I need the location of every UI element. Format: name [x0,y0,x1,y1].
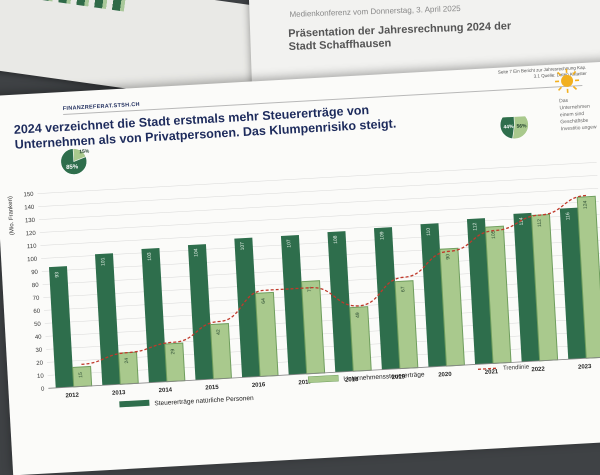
y-tick-label: 150 [23,192,34,199]
legend-swatch-private [119,400,149,408]
bar-data-label: 116 [565,212,571,221]
x-tick-label-2021: 2021 [485,369,499,376]
bar-data-label: 64 [261,298,267,304]
sun-icon [553,67,580,94]
bar-data-label: 112 [537,219,543,228]
pie-small-label-small: 15% [79,149,90,156]
gridline [43,266,600,297]
x-tick-label-2020: 2020 [438,372,452,379]
x-tick-label-2012: 2012 [65,393,79,400]
gridline [44,279,600,310]
y-tick-label: 140 [24,205,35,212]
y-tick-label: 30 [35,348,43,354]
bar-data-label: 110 [426,227,432,236]
pie-small: 15% 85% [60,148,91,176]
gridline [38,162,597,193]
bar-private-2015 [188,244,214,380]
x-tick-label-2022: 2022 [531,367,545,374]
pie-right-label-right: 56% [516,123,527,130]
bar-data-label: 104 [193,248,199,257]
pie-right: 44% 56% [499,110,529,139]
bar-data-label: 109 [379,231,385,240]
gridline [45,292,600,323]
bar-data-label: 67 [400,286,406,292]
background-bar-strip [5,0,126,11]
y-tick-label: 70 [33,296,41,302]
bar-data-label: 112 [472,222,478,231]
y-tick-label: 130 [25,218,36,225]
y-tick-label: 40 [35,335,43,341]
bar-data-label: 101 [100,257,106,266]
presentation-title: Präsentation der Jahresrechnung 2024 der… [288,20,529,54]
bar-private-2018 [327,231,353,372]
x-tick-label-2023: 2023 [578,364,592,371]
y-tick-label: 60 [33,309,41,315]
y-tick-label: 120 [26,231,37,238]
bar-data-label: 29 [170,348,176,354]
bar-data-label: 124 [582,200,588,209]
y-tick-label: 110 [27,244,38,251]
bar-data-label: 105 [491,230,497,239]
bar-data-label: 103 [147,252,153,261]
y-tick-label: 0 [41,386,45,392]
pie-small-label-large: 85% [66,164,79,171]
y-tick-label: 20 [36,361,44,367]
y-tick-label: 80 [32,283,40,289]
bar-data-label: 42 [216,329,222,335]
x-tick-label-2015: 2015 [205,385,219,392]
bar-data-label: 108 [333,235,339,244]
bar-private-2014 [141,248,166,383]
bar-data-label: 24 [124,358,130,364]
x-tick-label-2013: 2013 [112,390,126,397]
bar-data-label: 107 [286,239,292,248]
bar-data-label: 15 [78,372,84,378]
y-tick-label: 10 [37,374,45,380]
legend-label-private: Steuererträge natürliche Personen [154,395,254,408]
y-axis-label: (Mio. Franken) [8,196,16,235]
bar-private-2012 [49,266,74,388]
bar-corporate-2013 [119,352,139,384]
bar-data-label: 93 [54,272,60,278]
legend-label-corporate: Unternehmenssteuererträge [343,371,425,383]
y-tick-label: 50 [34,322,42,328]
y-tick-label: 100 [27,257,38,264]
gridline [38,175,597,206]
pie-right-label-left: 44% [503,124,514,131]
y-tick-label: 90 [31,270,39,276]
legend-swatch-corporate [308,375,338,383]
tax-revenue-chart: 0 10 20 30 40 50 60 70 80 90 100 110 120 130 140 150 (Mi… [0,110,600,435]
slide-page: FINANZREFERAT.STSH.CH Seite 7 Ein Berich… [0,60,600,475]
bar-data-label: 107 [240,242,246,251]
conference-line: Medienkonferenz vom Donnerstag, 3. April… [289,4,460,19]
x-tick-label-2014: 2014 [159,387,173,394]
bar-data-label: 90 [445,254,451,260]
x-tick-label-2016: 2016 [252,382,266,389]
bar-private-2013 [95,253,120,385]
bar-data-label: 49 [355,312,361,318]
legend-label-trend: Trendlinie [503,364,530,371]
